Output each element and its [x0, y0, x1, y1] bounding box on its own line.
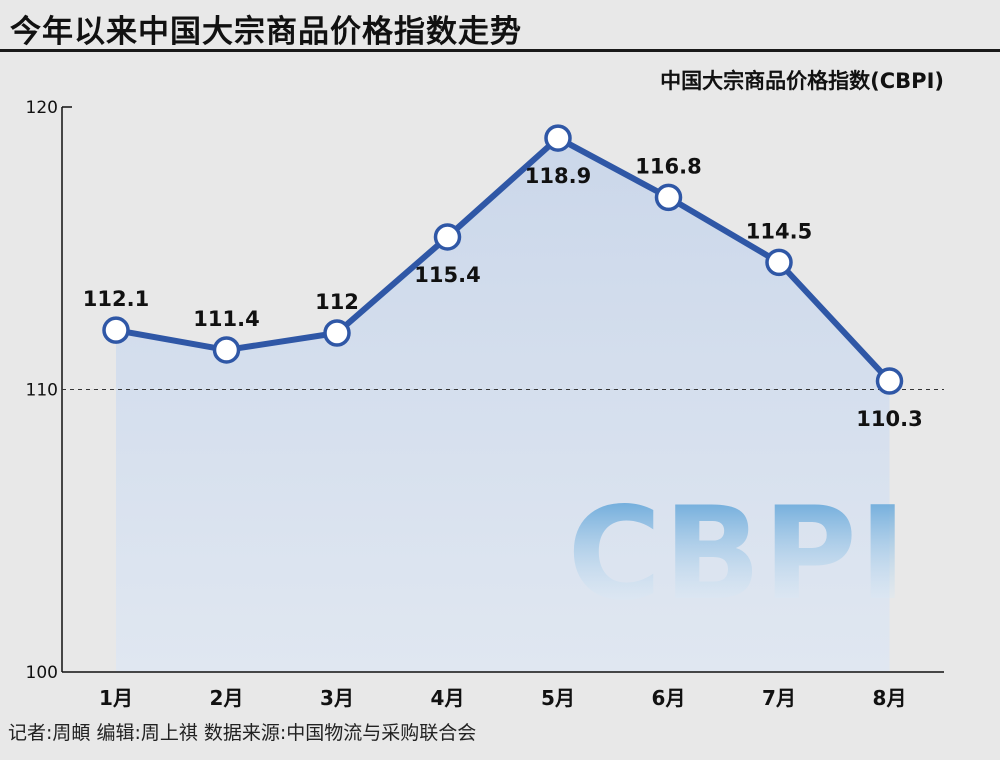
data-point: [654, 183, 683, 212]
data-label: 111.4: [193, 307, 259, 331]
data-point: [212, 336, 241, 364]
data-point: [323, 319, 351, 347]
x-tick-label: 4月: [431, 686, 465, 710]
chart-title: 中国大宗商品价格指数(CBPI): [660, 69, 944, 93]
data-point: [875, 367, 904, 395]
data-label: 114.5: [746, 219, 812, 243]
data-label: 118.9: [525, 164, 591, 188]
area-fill: [116, 138, 890, 672]
page-title: 今年以来中国大宗商品价格指数走势: [10, 14, 522, 50]
data-point: [544, 124, 572, 152]
x-tick-label: 5月: [541, 686, 575, 710]
data-label: 115.4: [414, 263, 480, 287]
data-point: [102, 316, 130, 344]
source-credit: 记者:周頔 编辑:周上祺 数据来源:中国物流与采购联合会: [8, 722, 477, 744]
series-line: [113, 135, 893, 385]
y-tick-label: 100: [26, 663, 58, 683]
y-tick-label: 110: [26, 381, 58, 401]
x-tick-label: 2月: [210, 686, 244, 710]
data-point: [765, 248, 793, 277]
x-tick-label: 1月: [99, 686, 133, 710]
data-label: 112.1: [83, 287, 149, 311]
watermark-text: CBPI: [568, 480, 909, 629]
x-tick-label: 8月: [873, 686, 907, 710]
data-point: [433, 223, 462, 251]
x-tick-label: 6月: [652, 686, 686, 710]
data-label: 110.3: [856, 407, 922, 431]
data-label: 116.8: [635, 154, 701, 178]
y-tick-label: 120: [26, 98, 58, 118]
x-tick-label: 7月: [762, 686, 796, 710]
x-tick-label: 3月: [320, 686, 354, 710]
data-label: 112: [315, 290, 359, 314]
title-divider: [0, 49, 1000, 52]
